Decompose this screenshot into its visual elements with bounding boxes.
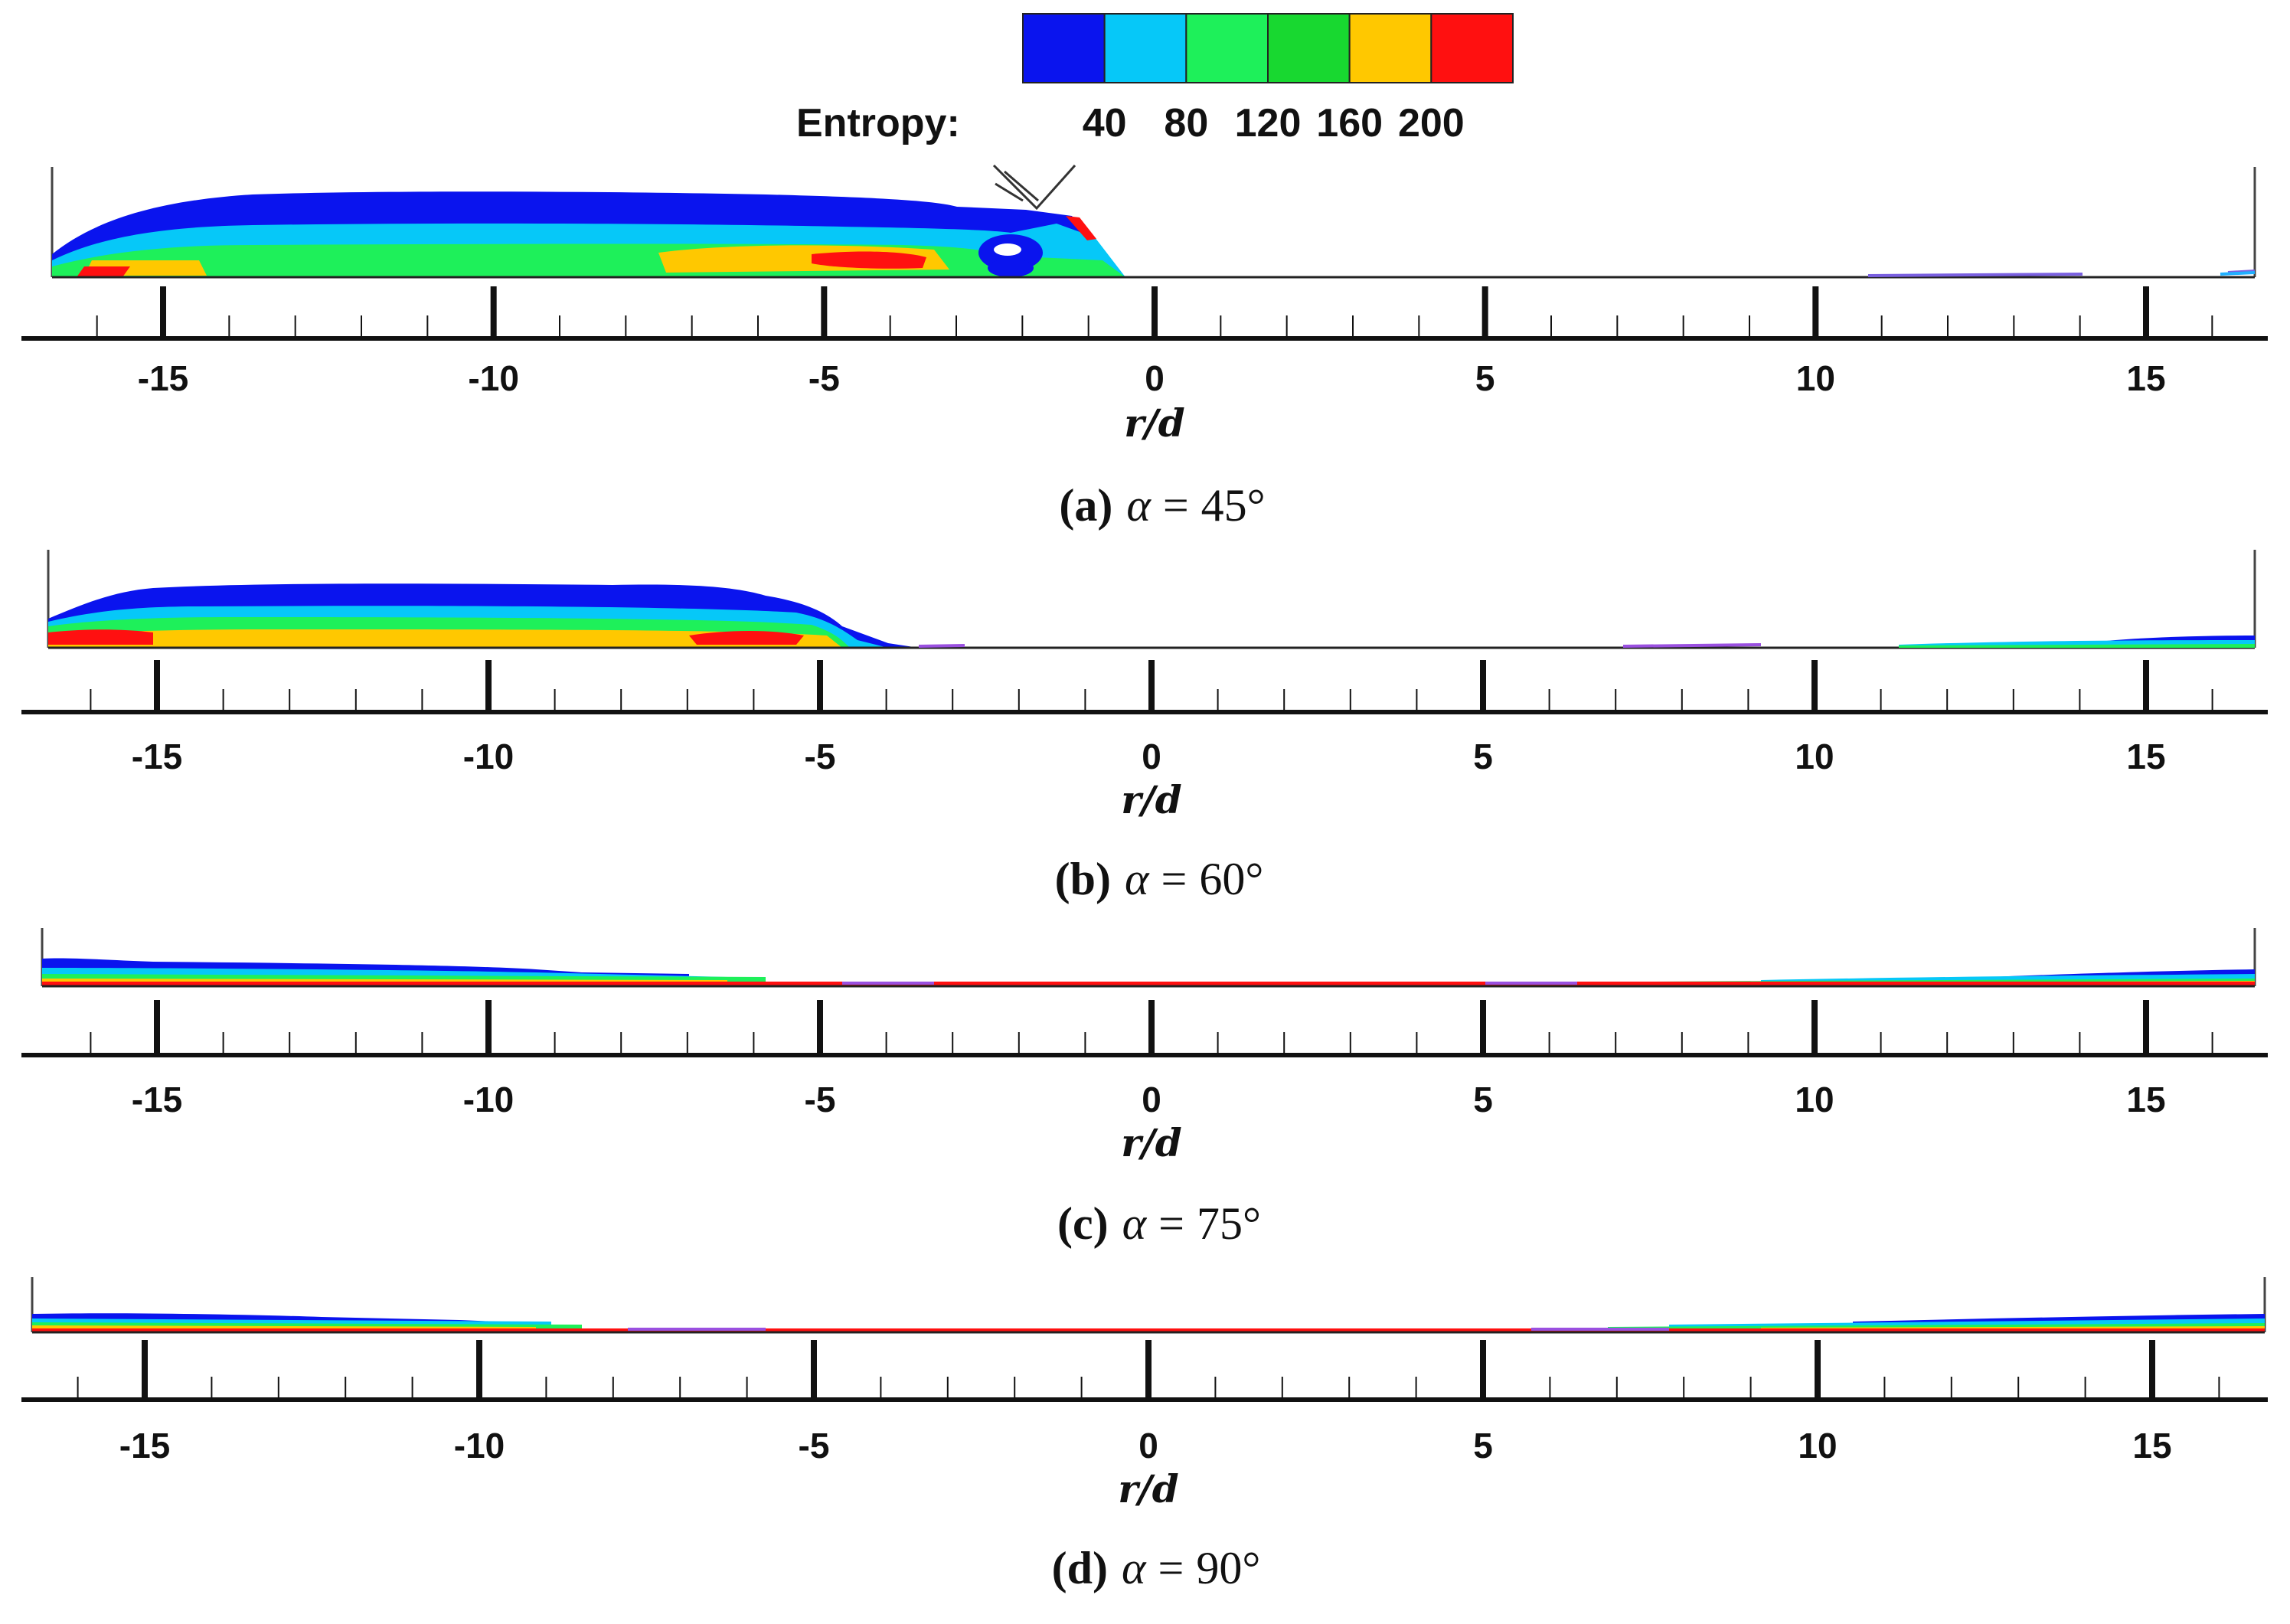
colorbar-swatch bbox=[1348, 13, 1432, 83]
panel-a-nozzle bbox=[992, 164, 1076, 211]
tick-label: -15 bbox=[138, 358, 188, 398]
caption-value: 90° bbox=[1196, 1543, 1260, 1593]
x-axis-label: r/d bbox=[1124, 400, 1185, 446]
panel-caption: (a) α = 45° bbox=[1059, 480, 1265, 531]
x-axis-label: r/d bbox=[1121, 1120, 1182, 1165]
tick-label: -10 bbox=[454, 1426, 505, 1466]
colorbar-swatch bbox=[1267, 13, 1351, 83]
panel-a-axis: -15 -10 -5 0 5 10 15 r/d (a) α = 45° bbox=[21, 286, 2268, 531]
panel-a-contour bbox=[51, 164, 2256, 279]
caption-letter: (a) bbox=[1059, 480, 1112, 531]
axes-layer: -15 -10 -5 0 5 10 15r/d(a) α = 45°-15 -10 -5 0 5 10 15r… bbox=[21, 286, 2268, 1593]
caption-alpha: α bbox=[1122, 1198, 1148, 1249]
caption-letter: (c) bbox=[1057, 1198, 1109, 1249]
panel-b-axis: -15 -10 -5 0 5 10 15 r/d(b) α = 60° bbox=[21, 660, 2268, 904]
colorbar-labels: 40 80 120 160 200 bbox=[1083, 101, 1465, 145]
colorbar-label: 160 bbox=[1316, 101, 1383, 145]
colorbar-label: 120 bbox=[1235, 101, 1302, 145]
tick-label: -15 bbox=[132, 1080, 182, 1119]
panel-c-contour bbox=[41, 928, 2256, 988]
tick-label: -10 bbox=[463, 1080, 514, 1119]
colorbar-swatch bbox=[1022, 13, 1106, 83]
panel-caption: (d) α = 90° bbox=[1052, 1543, 1261, 1593]
colorbar-label: 40 bbox=[1083, 101, 1127, 145]
panel-a-green-layer bbox=[52, 243, 1125, 277]
panel-a-vortex-white bbox=[994, 243, 1021, 256]
panel-a-right-traces bbox=[1867, 270, 2256, 277]
panel-caption: (b) α = 60° bbox=[1055, 854, 1264, 904]
tick-label: -15 bbox=[119, 1426, 170, 1466]
colorbar-swatches bbox=[1022, 13, 1514, 83]
tick-label: 0 bbox=[1142, 737, 1161, 776]
tick-label: -10 bbox=[468, 358, 518, 398]
tick-label: 10 bbox=[1798, 1426, 1837, 1466]
panel-d-contour bbox=[31, 1277, 2266, 1334]
x-axis-label: r/d bbox=[1121, 777, 1182, 822]
colorbar-swatch bbox=[1185, 13, 1269, 83]
panel-d-red-band bbox=[32, 1328, 2265, 1332]
caption-value: 60° bbox=[1199, 854, 1263, 904]
panel-c-axis: -15 -10 -5 0 5 10 15 r/d (c) α = 75° bbox=[21, 1000, 2268, 1249]
panel-b-contour bbox=[47, 550, 2256, 649]
tick-label: 5 bbox=[1473, 737, 1493, 776]
tick-label: 5 bbox=[1475, 358, 1495, 398]
tick-label: 10 bbox=[1795, 1080, 1834, 1119]
colorbar-swatch bbox=[1103, 13, 1187, 83]
tick-label: 0 bbox=[1142, 1080, 1161, 1119]
tick-label: -5 bbox=[805, 1080, 836, 1119]
tick-label: -5 bbox=[805, 737, 836, 776]
panel-a-vortex-core bbox=[988, 259, 1034, 277]
colorbar-legend: Entropy: 40 80 120 160 200 bbox=[796, 13, 1514, 145]
colorbar-title: Entropy: bbox=[796, 101, 960, 145]
caption-alpha: α bbox=[1126, 480, 1152, 531]
panel-a-right-traces-2 bbox=[2220, 271, 2256, 276]
caption-equals: = bbox=[1163, 480, 1189, 531]
tick-label: 0 bbox=[1145, 358, 1165, 398]
tick-label: 5 bbox=[1473, 1426, 1493, 1466]
colorbar-swatch bbox=[1430, 13, 1514, 83]
caption-letter: (b) bbox=[1055, 854, 1111, 904]
tick-label: -15 bbox=[132, 737, 182, 776]
caption-alpha: α bbox=[1122, 1543, 1147, 1593]
panel-b-mid-traces bbox=[918, 643, 1762, 648]
caption-equals: = bbox=[1161, 854, 1187, 904]
panel-a-red-pocket bbox=[812, 251, 926, 269]
tick-label: 15 bbox=[2132, 1426, 2171, 1466]
caption-equals: = bbox=[1158, 1198, 1184, 1249]
panel-b-right-green bbox=[1899, 644, 2255, 648]
tick-label: 15 bbox=[2126, 1080, 2165, 1119]
panel-caption: (c) α = 75° bbox=[1057, 1198, 1261, 1249]
caption-value: 75° bbox=[1197, 1198, 1261, 1249]
x-axis-label: r/d bbox=[1118, 1466, 1179, 1511]
tick-label: 5 bbox=[1473, 1080, 1493, 1119]
panel-a-red-pocket-2 bbox=[77, 266, 130, 277]
tick-label: 15 bbox=[2126, 358, 2165, 398]
caption-equals: = bbox=[1158, 1543, 1184, 1593]
caption-value: 45° bbox=[1201, 480, 1266, 531]
caption-letter: (d) bbox=[1052, 1543, 1108, 1593]
tick-label: -10 bbox=[463, 737, 514, 776]
tick-label: 10 bbox=[1795, 737, 1834, 776]
tick-label: -5 bbox=[799, 1426, 830, 1466]
panel-b-red-pocket-2 bbox=[689, 631, 804, 645]
tick-label: -5 bbox=[809, 358, 840, 398]
tick-label: 0 bbox=[1138, 1426, 1158, 1466]
tick-label: 10 bbox=[1796, 358, 1835, 398]
caption-alpha: α bbox=[1125, 854, 1150, 904]
tick-label: 15 bbox=[2126, 737, 2165, 776]
panel-d-axis: -15 -10 -5 0 5 10 15 r/d(d) α = 90° bbox=[21, 1340, 2268, 1593]
panel-a-shock-red bbox=[1066, 216, 1096, 240]
panel-c-red-band bbox=[42, 982, 2255, 985]
colorbar-label: 200 bbox=[1398, 101, 1465, 145]
colorbar-label: 80 bbox=[1164, 101, 1208, 145]
panel-b-red-pocket bbox=[48, 629, 153, 645]
panel-b-yellow-layer bbox=[48, 629, 842, 648]
